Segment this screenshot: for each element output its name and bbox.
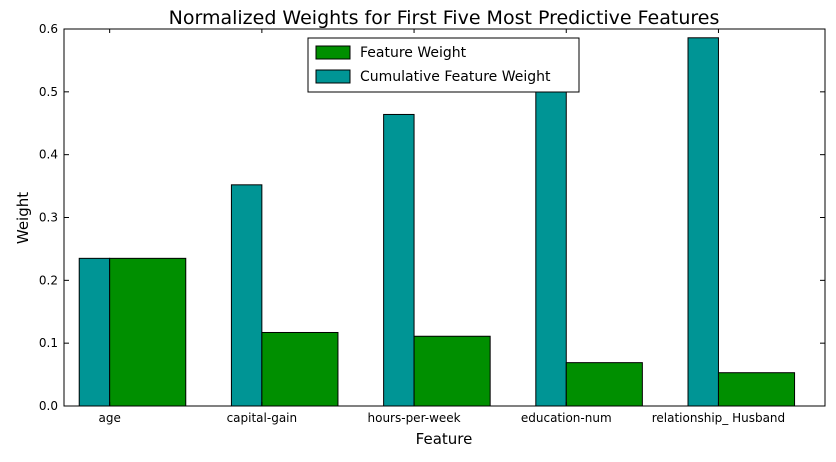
- bar-cumulative-weight: [687, 37, 719, 407]
- x-tick-label: capital-gain: [227, 411, 298, 425]
- x-axis-label: Feature: [416, 430, 473, 448]
- y-tick-label: 0.5: [39, 85, 58, 99]
- y-tick-label: 0.4: [39, 148, 58, 162]
- bar-feature-weight: [261, 331, 339, 407]
- y-tick-label: 0.1: [39, 336, 58, 350]
- x-tick-label: age: [98, 411, 120, 425]
- bar-cumulative-weight: [535, 70, 567, 407]
- x-tick-label: hours-per-week: [368, 411, 461, 425]
- legend-swatch: [315, 69, 351, 84]
- bar-feature-weight: [109, 257, 187, 407]
- chart-title: Normalized Weights for First Five Most P…: [169, 7, 720, 29]
- bar-cumulative-weight: [78, 257, 111, 407]
- x-tick-label: relationship_ Husband: [652, 411, 785, 425]
- y-tick-label: 0.3: [39, 211, 58, 225]
- y-axis-label: Weight: [14, 192, 32, 244]
- bar-feature-weight: [413, 335, 491, 407]
- bar-cumulative-weight: [383, 113, 415, 407]
- x-tick-label: education-num: [521, 411, 612, 425]
- bars-layer: [78, 37, 796, 407]
- legend-swatch: [315, 45, 351, 60]
- y-tick-label: 0.2: [39, 273, 58, 287]
- bar-feature-weight: [717, 372, 796, 407]
- y-tick-label: 0.0: [39, 399, 58, 413]
- legend: Feature Weight Cumulative Feature Weight: [307, 37, 580, 93]
- bar-feature-weight: [565, 362, 643, 407]
- legend-box: [307, 37, 580, 93]
- plot-frame: [63, 28, 826, 407]
- bar-cumulative-weight: [230, 184, 263, 407]
- y-tick-label: 0.6: [39, 22, 58, 36]
- legend-label: Cumulative Feature Weight: [360, 69, 551, 85]
- legend-label: Feature Weight: [360, 45, 467, 61]
- ticks-layer: age capital-gain hours-per-week education-n…: [39, 22, 825, 425]
